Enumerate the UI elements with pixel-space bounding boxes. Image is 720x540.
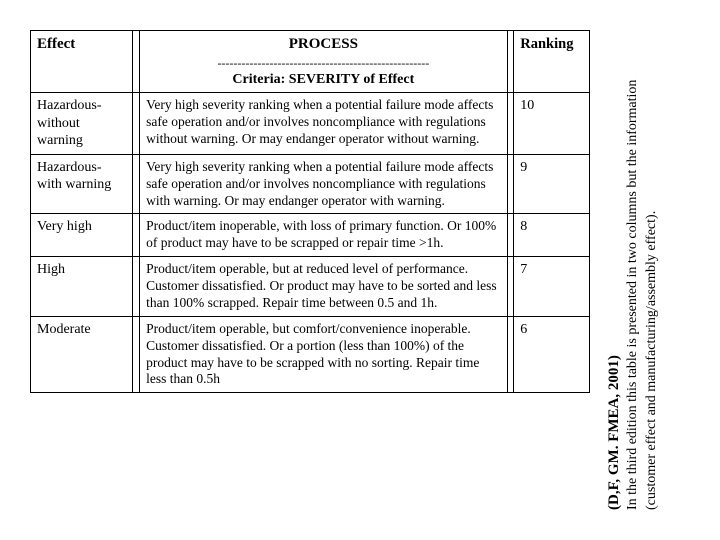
ranking-cell: 6 bbox=[514, 316, 590, 393]
header-effect: Effect bbox=[31, 31, 133, 93]
header-process: PROCESS --------------------------------… bbox=[140, 31, 507, 93]
effect-cell: High bbox=[31, 257, 133, 317]
process-title: PROCESS bbox=[146, 35, 500, 54]
criteria-subtitle: Criteria: SEVERITY of Effect bbox=[146, 71, 500, 89]
side-note: (D,F, GM. FMEA, 2001) In the third editi… bbox=[604, 30, 662, 510]
effect-cell: Hazardous- with warning bbox=[31, 154, 133, 214]
col-separator bbox=[507, 31, 514, 93]
effect-cell: Moderate bbox=[31, 316, 133, 393]
process-divider: ----------------------------------------… bbox=[146, 56, 500, 71]
col-separator bbox=[507, 316, 514, 393]
description-cell: Product/item operable, but comfort/conve… bbox=[140, 316, 507, 393]
table-header-row: Effect PROCESS -------------------------… bbox=[31, 31, 590, 93]
severity-table: Effect PROCESS -------------------------… bbox=[30, 30, 590, 393]
ranking-cell: 8 bbox=[514, 214, 590, 257]
description-cell: Product/item operable, but at reduced le… bbox=[140, 257, 507, 317]
table-row: Hazardous- with warning Very high severi… bbox=[31, 154, 590, 214]
ranking-cell: 10 bbox=[514, 93, 590, 155]
col-separator bbox=[507, 214, 514, 257]
side-note-line1: In the third edition this table is prese… bbox=[624, 30, 643, 510]
col-separator bbox=[507, 93, 514, 155]
table-row: High Product/item operable, but at reduc… bbox=[31, 257, 590, 317]
ranking-cell: 7 bbox=[514, 257, 590, 317]
header-ranking: Ranking bbox=[514, 31, 590, 93]
side-reference: (D,F, GM. FMEA, 2001) bbox=[604, 30, 624, 510]
side-note-line2: (customer effect and manufacturing/assem… bbox=[643, 30, 662, 510]
col-separator bbox=[133, 257, 140, 317]
table-row: Very high Product/item inoperable, with … bbox=[31, 214, 590, 257]
col-separator bbox=[133, 154, 140, 214]
col-separator bbox=[507, 257, 514, 317]
col-separator bbox=[133, 316, 140, 393]
description-cell: Product/item inoperable, with loss of pr… bbox=[140, 214, 507, 257]
description-cell: Very high severity ranking when a potent… bbox=[140, 93, 507, 155]
col-separator bbox=[133, 93, 140, 155]
col-separator bbox=[133, 31, 140, 93]
table-row: Hazardous- without warning Very high sev… bbox=[31, 93, 590, 155]
fmea-table-container: Effect PROCESS -------------------------… bbox=[30, 30, 590, 393]
effect-cell: Hazardous- without warning bbox=[31, 93, 133, 155]
table-row: Moderate Product/item operable, but comf… bbox=[31, 316, 590, 393]
ranking-cell: 9 bbox=[514, 154, 590, 214]
description-cell: Very high severity ranking when a potent… bbox=[140, 154, 507, 214]
effect-cell: Very high bbox=[31, 214, 133, 257]
col-separator bbox=[133, 214, 140, 257]
col-separator bbox=[507, 154, 514, 214]
